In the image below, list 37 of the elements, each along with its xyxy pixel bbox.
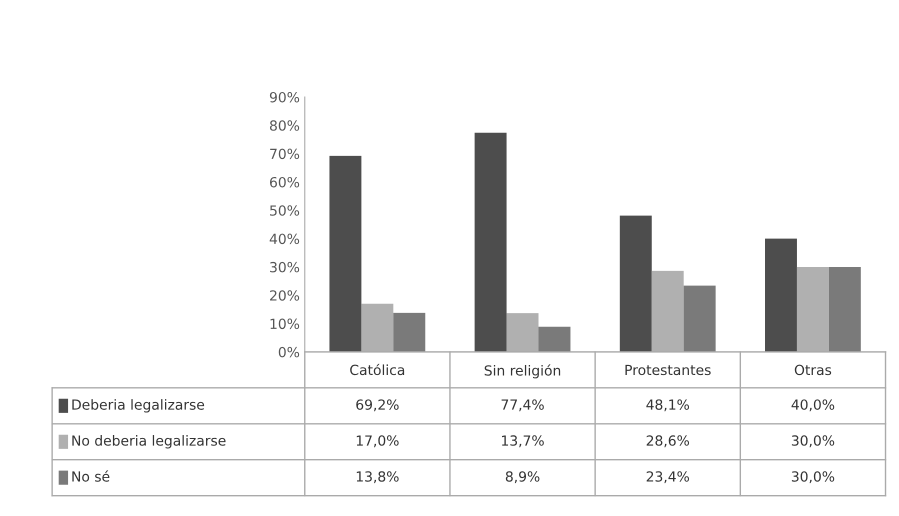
x-tick-label: Otras [794,364,832,376]
y-tick-label: 60% [270,176,300,188]
data-label: 28,6% [646,435,690,448]
y-tick-label: 90% [270,92,300,102]
y-tick-label: 70% [270,148,300,160]
y-tick-label: 40% [270,234,300,244]
data-label: 8,9% [506,471,540,484]
bar [393,312,426,352]
bar [620,216,652,352]
y-tick-label: 20% [270,290,300,301]
bar [474,132,507,352]
data-label: 30,0% [792,435,834,448]
y-tick-label: 10% [270,318,300,330]
x-tick-label: Católica [350,364,404,376]
data-label: 30,0% [792,471,834,484]
y-tick-label: 50% [270,205,300,216]
data-label: 13,8% [356,471,399,484]
data-label: 13,7% [502,435,544,448]
legend-label: Deberia legalizarse [72,399,204,413]
bar [329,156,362,352]
x-tick-label: Protestantes [625,364,711,376]
bar [828,266,861,352]
legend-label: No deberia legalizarse [72,435,226,448]
data-label: 77,4% [502,399,544,412]
data-label: 17,0% [356,435,399,448]
y-tick-label: 80% [270,120,300,131]
legend-label: No sé [72,470,110,482]
y-tick-label: 30% [270,262,300,272]
bar [538,326,570,352]
data-label: 23,4% [646,471,690,484]
y-tick-label: 0% [278,346,300,358]
data-label: 40,0% [792,399,834,412]
bar [765,238,797,352]
bar [684,286,716,352]
data-label: 69,2% [356,399,399,412]
x-tick-label: Sin religión [484,364,560,378]
data-label: 48,1% [646,399,690,412]
